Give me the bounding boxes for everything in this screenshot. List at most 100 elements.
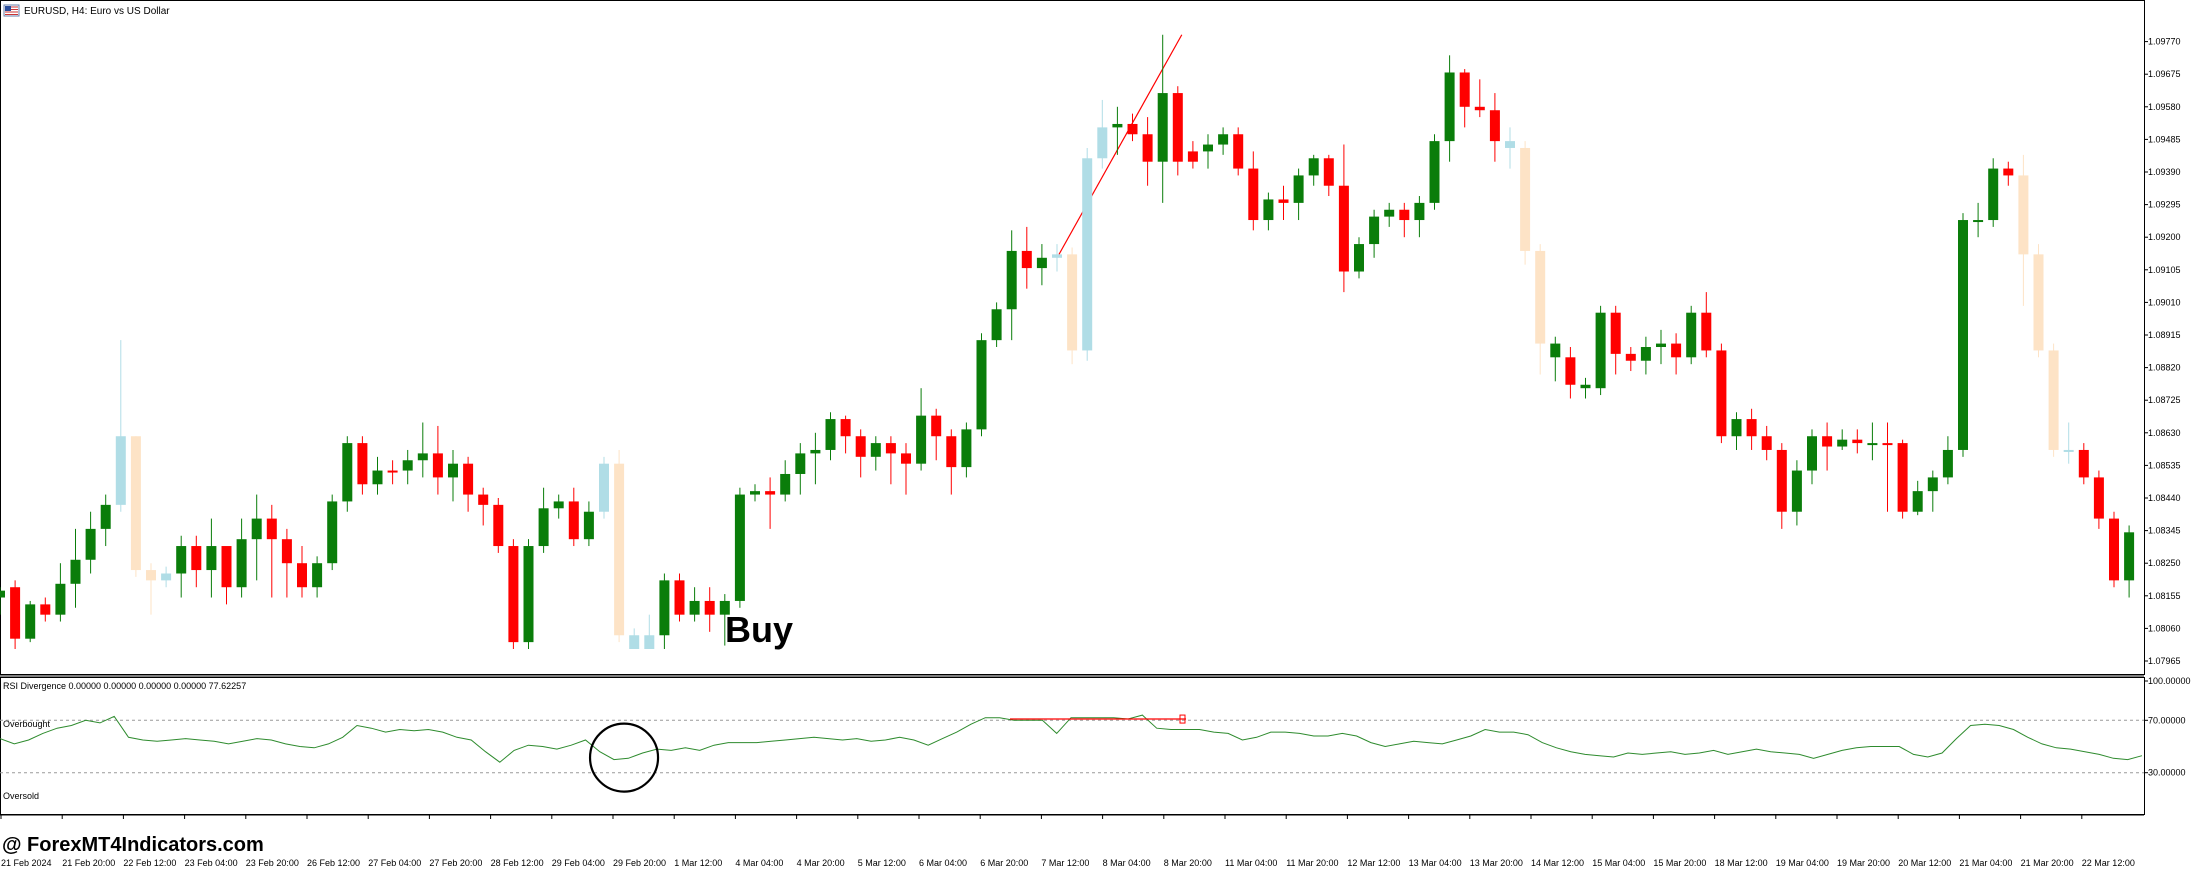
- candle-body: [387, 470, 398, 473]
- candle-body: [1973, 220, 1984, 223]
- candle: [1942, 436, 1953, 485]
- overbought-label: Overbought: [3, 719, 51, 729]
- candle-body: [1882, 443, 1893, 446]
- candle: [1535, 244, 1546, 375]
- time-tick-label: 21 Mar 20:00: [2021, 858, 2074, 868]
- candle: [1112, 106, 1123, 155]
- candle-body: [448, 463, 458, 478]
- candle: [523, 539, 534, 649]
- candle-body: [931, 415, 942, 437]
- time-axis[interactable]: 21 Feb 2024 21 Feb 20:00 22 Feb 12:00 23 Fe…: [0, 814, 2144, 868]
- candle: [1550, 336, 1561, 382]
- candle: [2124, 525, 2135, 598]
- candle-body: [644, 635, 655, 649]
- signal-arrow-icon: [1179, 714, 1186, 724]
- price-tick-label: 1.08725: [2148, 395, 2181, 405]
- candle-body: [1852, 439, 1863, 444]
- candle-body: [2033, 254, 2044, 351]
- candle: [417, 422, 428, 478]
- candle: [70, 528, 81, 608]
- time-tick-label: 22 Mar 12:00: [2082, 858, 2135, 868]
- candle: [765, 477, 776, 529]
- price-tick-label: 1.09770: [2148, 37, 2181, 47]
- candle: [931, 408, 942, 461]
- candle-body: [568, 501, 579, 540]
- candle-body: [583, 511, 594, 540]
- time-tick-label: 14 Mar 12:00: [1531, 858, 1584, 868]
- candle: [750, 484, 760, 502]
- candle: [2033, 244, 2044, 358]
- time-tick-label: 6 Mar 04:00: [919, 858, 967, 868]
- candle-body: [976, 340, 987, 430]
- candle-body: [614, 463, 625, 636]
- candle: [1822, 422, 1833, 471]
- time-tick-label: 21 Mar 04:00: [1959, 858, 2012, 868]
- candle: [553, 494, 564, 519]
- candle-body: [1761, 436, 1772, 450]
- candle-body: [795, 453, 806, 474]
- time-tick-label: 19 Mar 20:00: [1837, 858, 1890, 868]
- candle: [463, 456, 474, 512]
- candle-body: [1625, 353, 1636, 361]
- flag-icon: [3, 4, 20, 17]
- candle: [780, 460, 791, 502]
- candle: [1505, 127, 1515, 169]
- candle-body: [146, 570, 156, 581]
- candle-body: [25, 604, 36, 639]
- time-tick-label: 27 Feb 04:00: [368, 858, 421, 868]
- watermark-text: @ ForexMT4Indicators.com: [2, 834, 264, 856]
- candle-body: [810, 449, 821, 454]
- candle-body: [870, 443, 881, 457]
- candle-body: [1112, 123, 1123, 128]
- candle: [1308, 154, 1319, 186]
- candle: [1837, 429, 1848, 450]
- candle: [1474, 79, 1485, 118]
- candle-body: [281, 539, 292, 564]
- candle: [719, 594, 730, 646]
- candle: [1716, 343, 1727, 444]
- candle: [1354, 237, 1364, 279]
- rsi-axis-label: 100.00000: [2148, 676, 2191, 686]
- candle: [1172, 86, 1183, 176]
- candle: [1580, 377, 1591, 399]
- candle-body: [266, 518, 277, 540]
- candle: [1278, 185, 1289, 221]
- candle-body: [719, 600, 730, 615]
- candle-body: [206, 546, 217, 571]
- candle-body: [1414, 202, 1425, 221]
- price-axis[interactable]: 1.09770 1.09675 1.09580 1.09485 1.09390 1.092…: [2144, 37, 2181, 666]
- candle: [1323, 154, 1334, 197]
- rsi-layer: [0, 714, 2144, 793]
- candle: [2048, 343, 2059, 457]
- candle: [704, 587, 715, 632]
- candle-body: [176, 546, 187, 574]
- candles-layer: [0, 34, 2135, 649]
- price-tick-label: 1.08440: [2148, 493, 2181, 503]
- candle: [85, 511, 96, 574]
- candle: [130, 436, 141, 577]
- candle-body: [130, 436, 141, 571]
- candle-body: [1036, 257, 1047, 269]
- candle-body: [1399, 209, 1410, 221]
- candle: [508, 539, 519, 649]
- divergence-line: [1058, 34, 1183, 255]
- candle-body: [1807, 436, 1817, 471]
- candle: [146, 563, 156, 615]
- candle-body: [1384, 209, 1395, 217]
- candle: [1293, 168, 1304, 221]
- candle: [1414, 196, 1425, 238]
- time-tick-label: 23 Feb 20:00: [246, 858, 299, 868]
- candle-body: [916, 415, 927, 464]
- candle: [840, 415, 851, 454]
- indicator-axis[interactable]: 100.00000 70.00000 30.00000: [2144, 676, 2191, 778]
- candle-body: [342, 443, 353, 502]
- candle: [885, 436, 896, 485]
- candle: [1640, 336, 1651, 375]
- candle: [1082, 147, 1093, 361]
- candle: [266, 504, 277, 598]
- candle: [1595, 305, 1606, 396]
- main-pane-frame: [0, 0, 2145, 675]
- candle-body: [2109, 518, 2119, 581]
